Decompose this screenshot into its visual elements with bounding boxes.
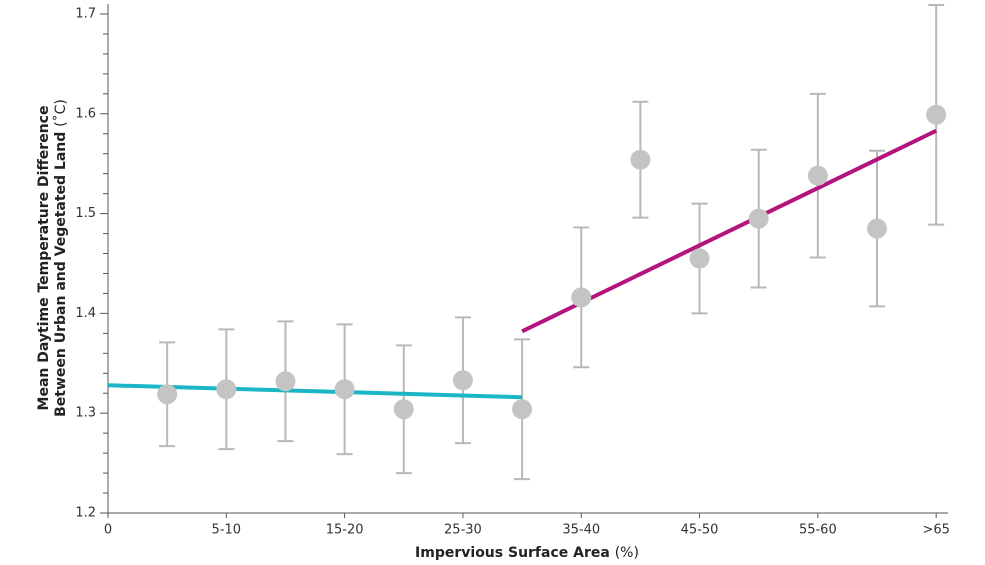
y-unit: (˚C): [52, 99, 69, 127]
x-tick-label: 25-30: [444, 523, 482, 538]
y-tick-label: 1.6: [75, 106, 96, 121]
y-tick-label: 1.7: [75, 6, 96, 21]
point: [926, 104, 947, 125]
trend-line: [107, 383, 523, 400]
point: [452, 370, 473, 391]
point: [689, 248, 710, 269]
point: [216, 379, 237, 400]
y-tick-label: 1.2: [75, 506, 96, 521]
point: [275, 371, 296, 392]
x-label-text: Impervious Surface Area: [415, 545, 610, 561]
point: [571, 287, 592, 308]
point: [157, 384, 178, 405]
point: [512, 399, 533, 420]
point: [630, 149, 651, 170]
x-tick-label: 15-20: [326, 523, 364, 538]
x-unit: (%): [615, 545, 639, 561]
y-tick-label: 1.5: [75, 206, 96, 221]
point: [748, 208, 769, 229]
y-tick-label: 1.3: [75, 406, 96, 421]
y-label-text: Between Urban and Vegetated Land: [53, 132, 69, 417]
x-tick-label: 0: [104, 523, 112, 538]
x-tick-label: 5-10: [212, 523, 242, 538]
x-tick-label: >65: [922, 523, 949, 538]
x-tick-label: 55-60: [799, 523, 837, 538]
x-tick-label: 45-50: [681, 523, 719, 538]
y-tick-label: 1.4: [75, 306, 96, 321]
x-axis-label: Impervious Surface Area (%): [415, 545, 639, 561]
y-axis-label: Mean Daytime Temperature Difference Betw…: [36, 99, 69, 417]
point: [807, 165, 828, 186]
y-label-line: Between Urban and Vegetated Land (˚C): [52, 99, 69, 417]
point: [393, 399, 414, 420]
point: [867, 218, 888, 239]
point: [334, 379, 355, 400]
y-label-line: Mean Daytime Temperature Difference: [36, 106, 52, 411]
x-tick-label: 35-40: [562, 523, 600, 538]
